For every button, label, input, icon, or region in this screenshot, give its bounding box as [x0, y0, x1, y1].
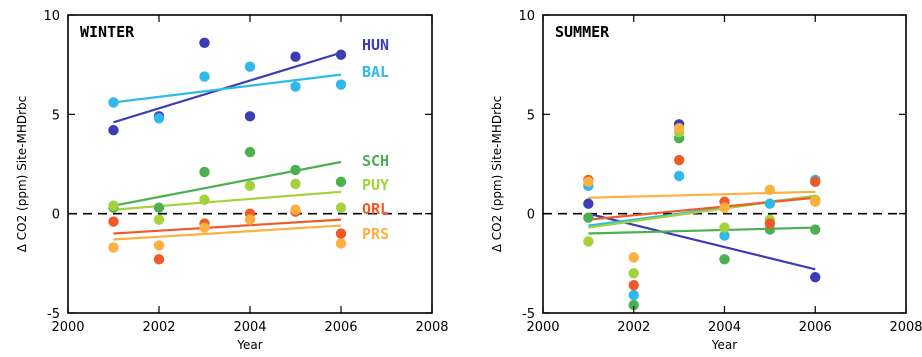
winter-point-sch-2004	[244, 146, 256, 158]
winter-ytick-label-10: 10	[43, 9, 60, 24]
summer-point-puy-2004	[719, 222, 730, 233]
winter-point-hun-2003	[199, 37, 210, 49]
summer-point-sch-2001	[583, 212, 594, 223]
winter-panel: 2000 2002 2004 2006 2008 -5 0 5 10 Year Δ CO2 (ppm…	[15, 9, 449, 352]
summer-point-sch-2002	[628, 299, 639, 311]
winter-point-bal-2006	[335, 79, 347, 90]
winter-trend-orl	[113, 218, 342, 235]
summer-point-hun-2006	[810, 272, 821, 283]
winter-point-bal-2005	[290, 81, 301, 92]
summer-point-orl-2006	[810, 176, 821, 188]
winter-ytick-label--5: -5	[47, 307, 60, 322]
summer-point-bal-2004	[719, 230, 730, 241]
winter-point-sch-2003	[199, 166, 210, 178]
winter-point-sch-2006	[335, 176, 347, 188]
winter-trend-prs	[113, 224, 342, 241]
winter-series-label-hun: HUN	[362, 36, 389, 54]
summer-trend-sch	[588, 226, 816, 235]
winter-point-puy-2003	[199, 194, 210, 205]
summer-point-prs-2002	[628, 252, 639, 263]
summer-point-prs-2003	[673, 123, 685, 134]
summer-point-orl-2005	[764, 218, 776, 229]
summer-ytick-label-5: 5	[527, 108, 535, 123]
winter-point-bal-2004	[244, 61, 256, 72]
summer-point-prs-2005	[764, 184, 776, 196]
summer-point-hun-2001	[583, 198, 594, 209]
winter-series-label-orl: ORL	[362, 200, 389, 218]
winter-series-label-puy: PUY	[362, 176, 389, 194]
winter-point-hun-2004	[244, 111, 256, 122]
summer-point-prs-2004	[719, 202, 730, 213]
winter-point-hun-2001	[108, 125, 119, 136]
summer-ytick-label-10: 10	[518, 9, 535, 24]
winter-point-puy-2006	[335, 202, 347, 213]
winter-point-orl-2001	[108, 216, 119, 227]
summer-point-puy-2001	[583, 236, 594, 247]
winter-ytick-label-0: 0	[52, 208, 60, 223]
winter-point-bal-2002	[153, 113, 165, 124]
winter-point-orl-2006	[335, 228, 347, 239]
winter-xtick-label-2006: 2006	[324, 320, 357, 335]
winter-point-sch-2002	[153, 202, 165, 213]
winter-point-prs-2002	[153, 240, 165, 251]
winter-point-sch-2005	[290, 164, 301, 176]
winter-y-axis-title: Δ CO2 (ppm) Site-MHDrbc	[15, 96, 29, 253]
summer-point-puy-2002	[628, 268, 639, 279]
winter-xtick-label-2002: 2002	[142, 320, 175, 335]
winter-trend-bal	[113, 73, 342, 104]
summer-trend-orl	[588, 196, 816, 221]
winter-trend-puy	[113, 190, 342, 211]
winter-xtick-label-2004: 2004	[233, 320, 266, 335]
summer-point-bal-2005	[764, 198, 776, 209]
winter-point-puy-2002	[153, 214, 165, 225]
winter-series-label-prs: PRS	[362, 225, 389, 243]
summer-point-sch-2006	[810, 224, 821, 235]
winter-series-label-sch: SCH	[362, 152, 389, 170]
winter-point-prs-2004	[244, 214, 256, 225]
winter-point-prs-2005	[290, 204, 301, 215]
winter-point-hun-2005	[290, 51, 301, 62]
winter-xtick-label-2000: 2000	[51, 320, 84, 335]
winter-point-puy-2005	[290, 178, 301, 190]
winter-point-bal-2001	[108, 97, 119, 108]
winter-point-prs-2006	[335, 238, 347, 249]
summer-point-orl-2003	[673, 154, 685, 166]
winter-point-bal-2003	[199, 71, 210, 82]
winter-ytick-label-5: 5	[52, 108, 60, 123]
winter-x-axis-title: Year	[236, 338, 262, 352]
summer-panel: 2000 2002 2004 2006 2008 -5 0 5 10 Year Δ CO2 (ppm…	[490, 9, 922, 352]
winter-trend-sch	[113, 160, 342, 207]
summer-xtick-label-2002: 2002	[617, 320, 650, 335]
summer-point-orl-2002	[628, 279, 639, 291]
summer-plot-frame	[542, 14, 907, 314]
summer-point-sch-2004	[719, 254, 730, 265]
summer-point-prs-2001	[583, 176, 594, 188]
winter-point-prs-2003	[199, 222, 210, 233]
summer-xtick-label-2008: 2008	[889, 320, 922, 335]
winter-point-puy-2004	[244, 180, 256, 192]
winter-point-puy-2001	[108, 200, 119, 211]
summer-ytick-label--5: -5	[522, 307, 535, 322]
winter-point-hun-2006	[335, 49, 347, 60]
summer-point-bal-2002	[628, 289, 639, 301]
summer-xtick-label-2006: 2006	[799, 320, 832, 335]
summer-y-axis-title: Δ CO2 (ppm) Site-MHDrbc	[490, 96, 504, 253]
winter-series-label-bal: BAL	[362, 63, 389, 81]
summer-trend-prs	[588, 190, 816, 199]
summer-x-axis-title: Year	[711, 338, 737, 352]
summer-panel-title: SUMMER	[555, 23, 610, 41]
winter-point-prs-2001	[108, 242, 119, 253]
summer-ytick-label-0: 0	[527, 208, 535, 223]
summer-point-bal-2003	[673, 170, 685, 182]
winter-panel-title: WINTER	[80, 23, 135, 41]
summer-xtick-label-2004: 2004	[708, 320, 741, 335]
winter-point-orl-2002	[153, 254, 165, 265]
winter-xtick-label-2008: 2008	[415, 320, 448, 335]
summer-xtick-label-2000: 2000	[526, 320, 559, 335]
summer-point-prs-2006	[810, 196, 821, 207]
